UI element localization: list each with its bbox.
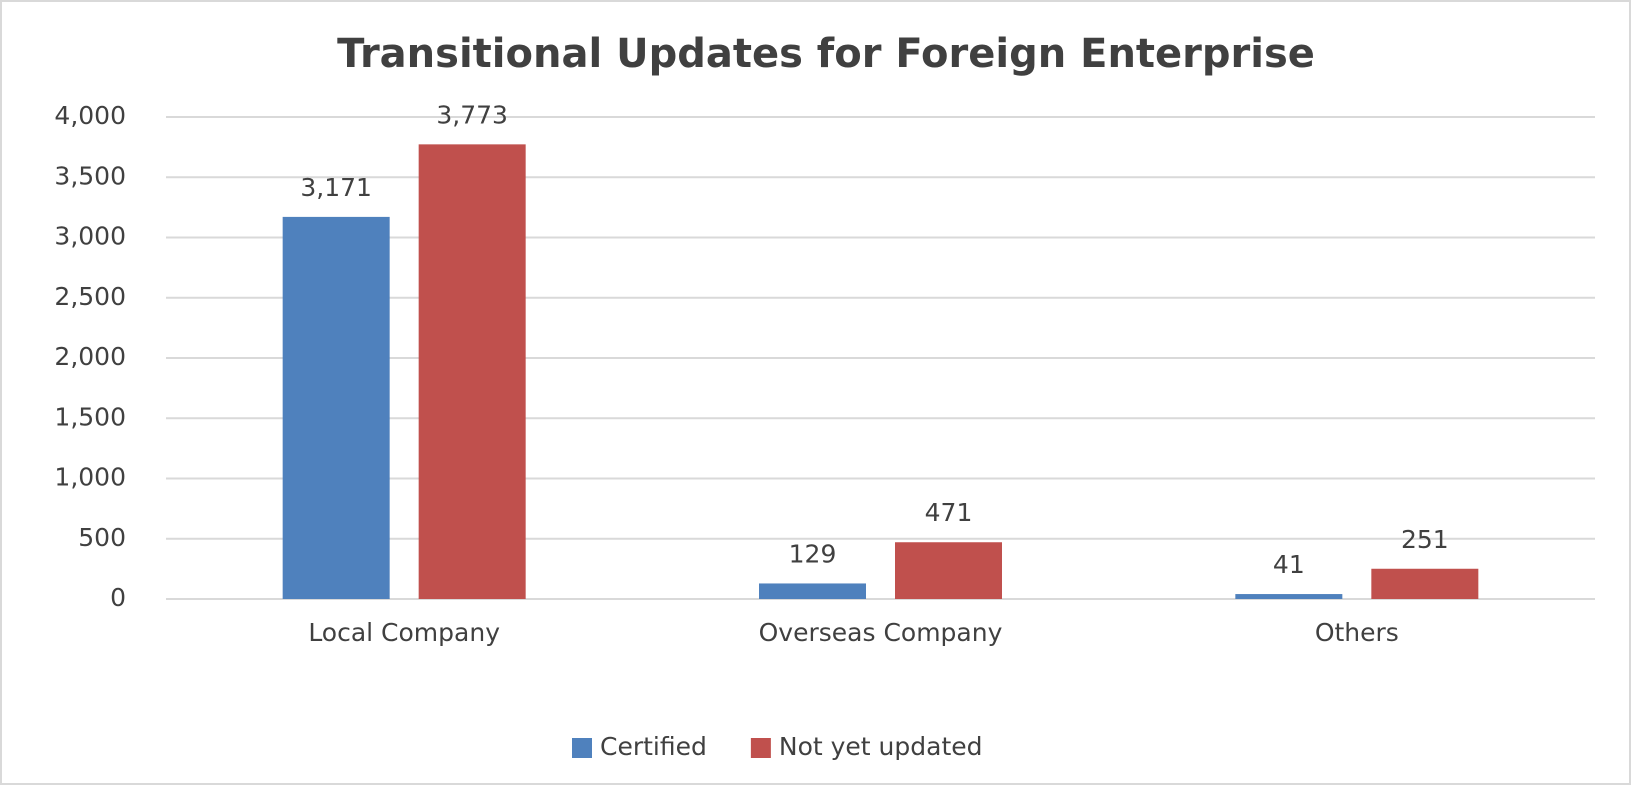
legend-swatch xyxy=(750,738,771,758)
y-tick-label: 2,000 xyxy=(54,342,126,371)
chart-title: Transitional Updates for Foreign Enterpr… xyxy=(337,31,1315,77)
bar xyxy=(759,583,866,599)
y-tick-label: 1,000 xyxy=(54,463,126,492)
y-tick-label: 4,000 xyxy=(54,101,126,130)
y-tick-label: 3,000 xyxy=(54,222,126,251)
bar xyxy=(895,542,1002,599)
x-tick-label: Overseas Company xyxy=(759,618,1003,647)
data-label: 41 xyxy=(1273,550,1305,579)
bar xyxy=(418,144,526,599)
x-tick-label: Others xyxy=(1315,618,1399,647)
data-label: 3,773 xyxy=(436,100,508,129)
y-tick-label: 0 xyxy=(110,583,126,612)
legend-swatch xyxy=(572,738,592,758)
y-tick-label: 2,500 xyxy=(54,282,126,311)
y-tick-label: 500 xyxy=(78,523,126,552)
y-tick-label: 1,500 xyxy=(54,402,126,431)
legend-label: Not yet updated xyxy=(779,732,983,761)
data-label: 3,171 xyxy=(300,173,372,202)
data-label: 251 xyxy=(1401,525,1449,554)
bar xyxy=(1371,568,1479,599)
legend-label: Certified xyxy=(600,732,707,761)
x-tick-label: Local Company xyxy=(308,618,500,647)
y-tick-label: 3,500 xyxy=(54,161,126,190)
bar xyxy=(1235,594,1343,599)
data-label: 471 xyxy=(925,498,973,527)
bar xyxy=(282,216,390,599)
data-label: 129 xyxy=(789,539,837,568)
